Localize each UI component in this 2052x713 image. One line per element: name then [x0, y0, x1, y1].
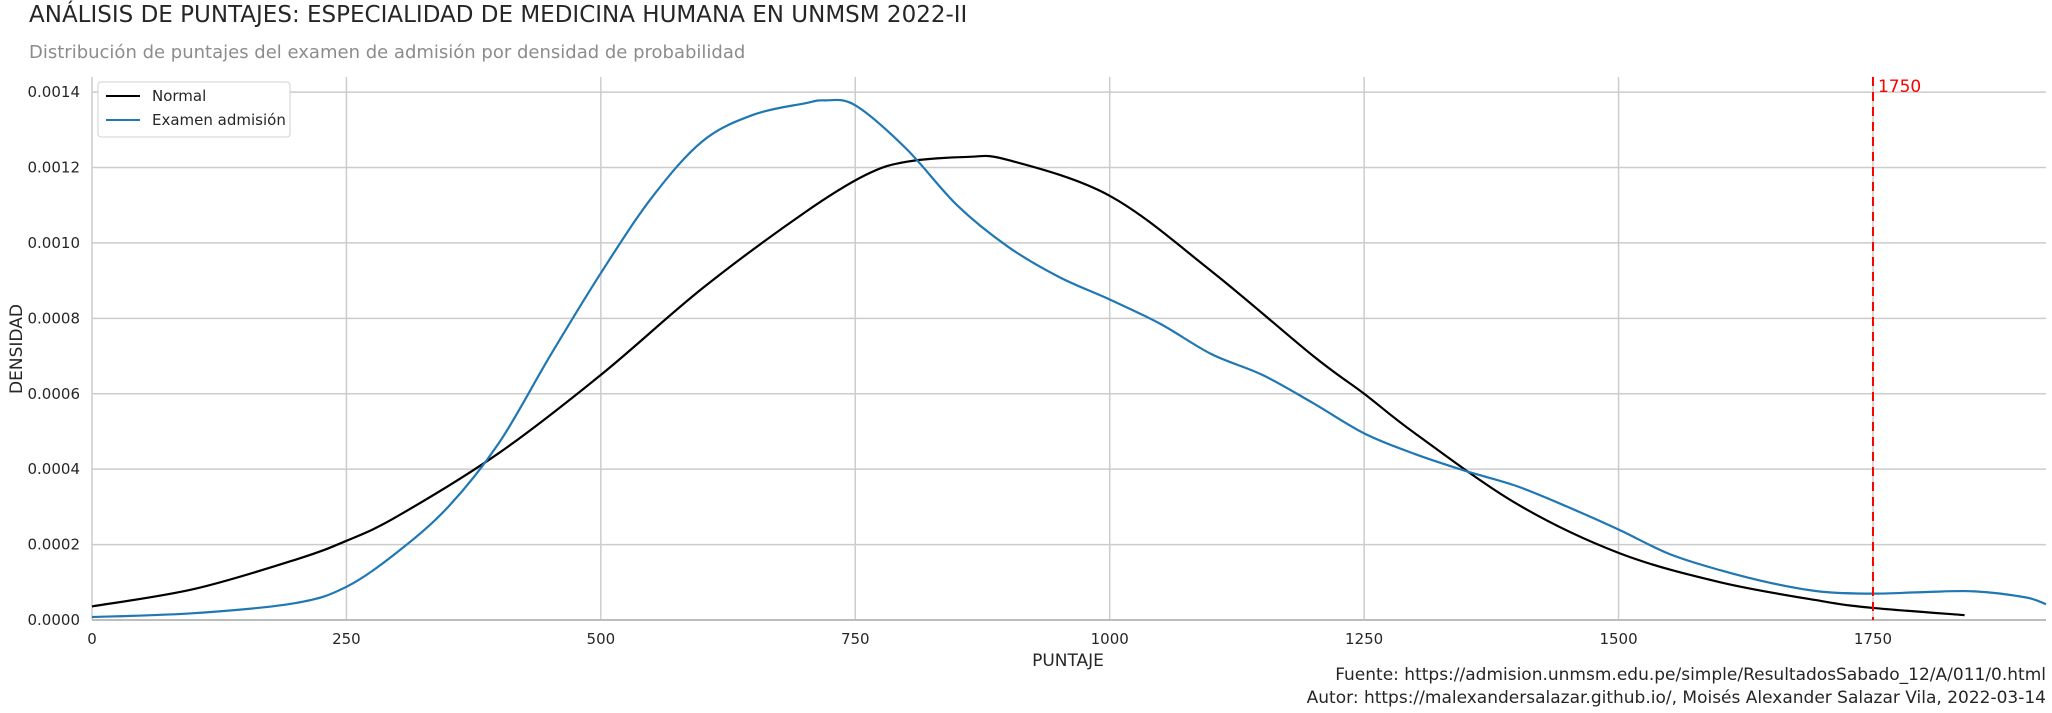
series-line-normal	[91, 154, 1965, 617]
y-tick-label: 0.0010	[28, 234, 81, 252]
threshold-label: 1750	[1878, 77, 1921, 97]
legend-label-normal: Normal	[152, 87, 206, 105]
chart-subtitle: Distribución de puntajes del examen de a…	[29, 42, 746, 63]
axes: 0 250 500 750 1000 1250 1500 1750 0.0000 0.0002 0.…	[28, 83, 2046, 648]
y-tick-label: 0.0002	[28, 536, 81, 554]
annotations: 1750	[1871, 77, 1921, 620]
y-axis-label: DENSIDAD	[7, 304, 27, 394]
series-layer	[91, 98, 2047, 619]
footer-source: Fuente: https://admision.unmsm.edu.pe/si…	[1335, 665, 2046, 685]
x-axis-label: PUNTAJE	[1032, 651, 1104, 671]
x-tick-label: 500	[587, 630, 616, 648]
y-tick-label: 0.0014	[28, 83, 81, 101]
y-tick-label: 0.0006	[28, 385, 81, 403]
x-tick-label: 1000	[1091, 630, 1129, 648]
x-tick-label: 750	[841, 630, 870, 648]
legend-label-examen: Examen admisión	[152, 111, 286, 129]
series-line-examen-admision	[91, 98, 2047, 619]
y-tick-label: 0.0000	[28, 611, 81, 629]
x-tick-label: 1750	[1854, 630, 1892, 648]
legend-box	[97, 81, 291, 138]
x-tick-label: 0	[87, 630, 97, 648]
x-tick-label: 1500	[1599, 630, 1637, 648]
grid	[91, 77, 2046, 621]
chart-title: ANÁLISIS DE PUNTAJES: ESPECIALIDAD DE ME…	[29, 2, 968, 28]
legend: Normal Examen admisión	[97, 81, 291, 138]
y-tick-label: 0.0008	[28, 309, 81, 327]
x-tick-label: 250	[332, 630, 361, 648]
footer-author: Autor: https://malexandersalazar.github.…	[1306, 688, 2046, 708]
x-tick-label: 1250	[1345, 630, 1383, 648]
y-tick-label: 0.0012	[28, 159, 81, 177]
y-tick-label: 0.0004	[28, 460, 81, 478]
